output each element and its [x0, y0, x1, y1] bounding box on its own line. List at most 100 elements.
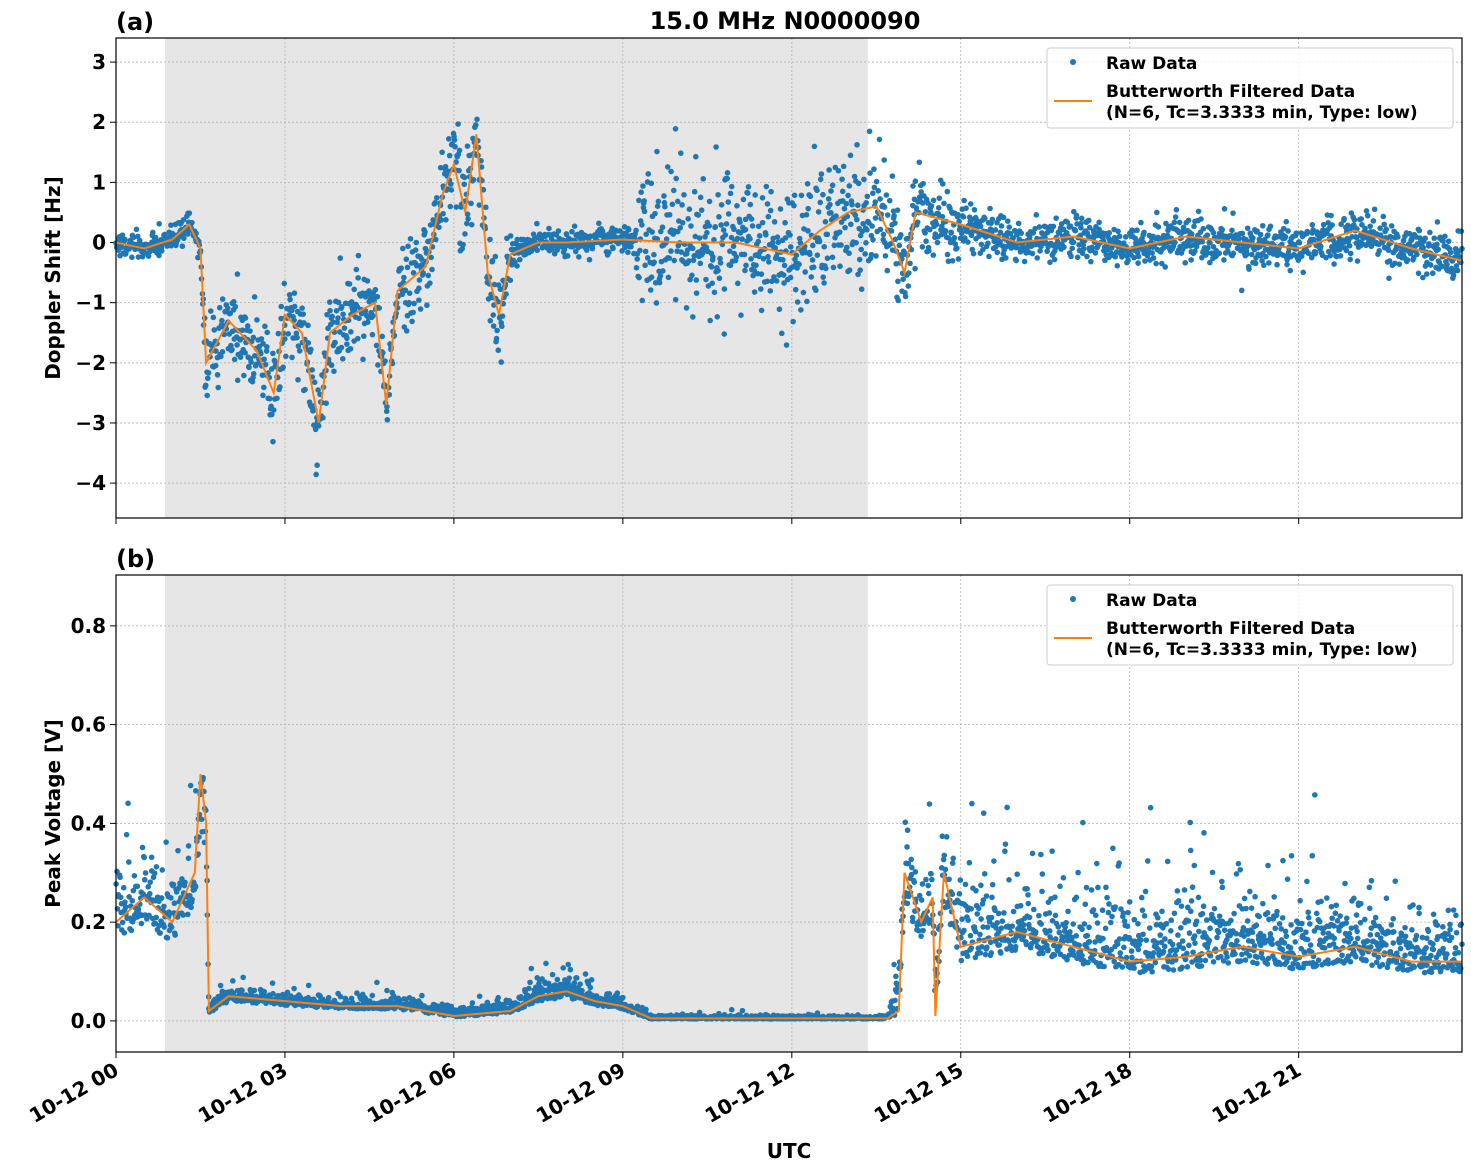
raw-data-point [1296, 239, 1303, 246]
raw-data-point [517, 256, 523, 263]
raw-data-point [1187, 847, 1194, 854]
raw-data-point [745, 184, 752, 190]
raw-data-point [422, 229, 428, 235]
raw-data-point [778, 330, 785, 337]
raw-data-point [751, 289, 758, 295]
raw-data-point [769, 239, 776, 246]
raw-data-point [642, 248, 649, 255]
raw-data-point [177, 882, 184, 888]
raw-data-point [204, 392, 210, 399]
raw-data-point [743, 262, 749, 269]
raw-data-point [765, 213, 772, 220]
y-tick-label: −3 [75, 411, 106, 435]
raw-data-point [898, 232, 904, 238]
raw-data-point [573, 975, 580, 981]
raw-data-point [156, 221, 162, 227]
raw-data-point [1092, 939, 1098, 945]
raw-data-point [1038, 921, 1045, 927]
raw-data-point [1172, 239, 1178, 246]
raw-data-point [843, 200, 850, 207]
raw-data-point [406, 290, 413, 296]
raw-data-point [1264, 909, 1271, 916]
raw-data-point [876, 136, 883, 143]
raw-data-point [158, 248, 165, 254]
raw-data-point [554, 976, 561, 983]
raw-data-point [428, 254, 434, 261]
raw-data-point [1347, 250, 1354, 257]
raw-data-point [728, 183, 735, 190]
raw-data-point [902, 819, 909, 826]
raw-data-point [418, 256, 425, 262]
raw-data-point [805, 228, 811, 234]
raw-data-point [942, 228, 949, 234]
raw-data-point [1363, 208, 1370, 214]
raw-data-point [1207, 952, 1214, 959]
raw-data-point [720, 227, 727, 233]
raw-data-point [996, 942, 1003, 948]
raw-data-point [1081, 921, 1088, 927]
raw-data-point [1191, 223, 1197, 230]
raw-data-point [628, 243, 634, 250]
raw-data-point [1207, 239, 1213, 246]
raw-data-point [332, 339, 338, 346]
raw-data-point [1174, 888, 1181, 894]
raw-data-point [1116, 233, 1123, 240]
raw-data-point [717, 260, 724, 266]
raw-data-point [403, 256, 410, 263]
raw-data-point [344, 335, 350, 342]
raw-data-point [1145, 246, 1152, 253]
raw-data-point [881, 204, 888, 210]
raw-data-point [690, 257, 697, 264]
raw-data-point [1080, 246, 1087, 252]
raw-data-point [1271, 894, 1278, 900]
chart-title: 15.0 MHz N0000090 [650, 7, 921, 35]
raw-data-point [534, 220, 540, 227]
shaded-interval [164, 575, 868, 1052]
raw-data-point [468, 200, 474, 207]
raw-data-point [465, 216, 471, 222]
raw-data-point [213, 348, 219, 354]
raw-data-point [348, 329, 354, 335]
raw-data-point [1092, 912, 1099, 919]
raw-data-point [916, 159, 923, 166]
raw-data-point [323, 400, 329, 407]
raw-data-point [980, 246, 986, 253]
raw-data-point [1371, 206, 1378, 213]
raw-data-point [195, 254, 201, 261]
raw-data-point [1039, 888, 1045, 895]
raw-data-point [966, 214, 973, 220]
raw-data-point [446, 152, 453, 159]
raw-data-point [849, 201, 855, 208]
raw-data-point [1104, 894, 1110, 901]
raw-data-point [965, 917, 971, 923]
raw-data-point [782, 235, 789, 241]
raw-data-point [1304, 229, 1311, 235]
raw-data-point [1204, 250, 1210, 256]
raw-data-point [262, 361, 269, 368]
raw-data-point [1211, 905, 1218, 912]
raw-data-point [172, 932, 178, 938]
raw-data-point [745, 190, 751, 196]
raw-data-point [955, 211, 961, 218]
raw-data-point [904, 844, 910, 850]
raw-data-point [1144, 858, 1151, 864]
raw-data-point [742, 226, 749, 233]
raw-data-point [425, 272, 432, 279]
raw-data-point [696, 1009, 703, 1016]
raw-data-point [1445, 238, 1452, 245]
raw-data-point [498, 359, 505, 365]
legend-filtered-label: Butterworth Filtered Data [1106, 82, 1355, 102]
raw-data-point [764, 201, 771, 207]
raw-data-point [672, 126, 679, 132]
y-tick-label: 1 [92, 170, 106, 194]
raw-data-point [796, 261, 802, 268]
raw-data-point [156, 922, 162, 929]
raw-data-point [928, 203, 935, 209]
raw-data-point [909, 918, 916, 925]
raw-data-point [261, 356, 267, 363]
raw-data-point [410, 270, 417, 276]
raw-data-point [949, 891, 956, 897]
raw-data-point [637, 247, 643, 254]
raw-data-point [231, 356, 238, 363]
raw-data-point [586, 256, 593, 263]
